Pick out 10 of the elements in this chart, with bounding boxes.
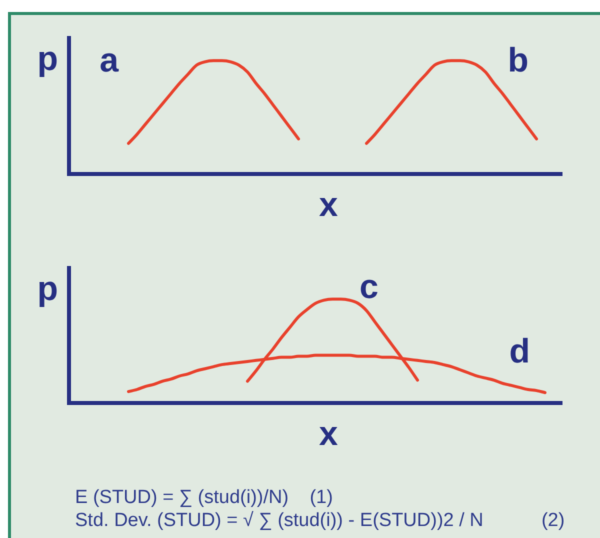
text: E (STUD) = ∑ (stud(i))/N) (1) <box>75 486 333 509</box>
series-label: d <box>509 332 530 371</box>
x-axis-title: x <box>319 415 338 453</box>
series-label: b <box>508 42 528 80</box>
y-axis-title: p <box>37 270 58 308</box>
text: Std. Dev. (STUD) = √ ∑ (stud(i)) - E(STUD))2 / N (2) <box>75 509 565 532</box>
y-axis-title: p <box>37 40 58 78</box>
series-label: c <box>360 268 378 306</box>
x-axis-title: x <box>319 186 338 224</box>
series-label: a <box>100 42 120 80</box>
